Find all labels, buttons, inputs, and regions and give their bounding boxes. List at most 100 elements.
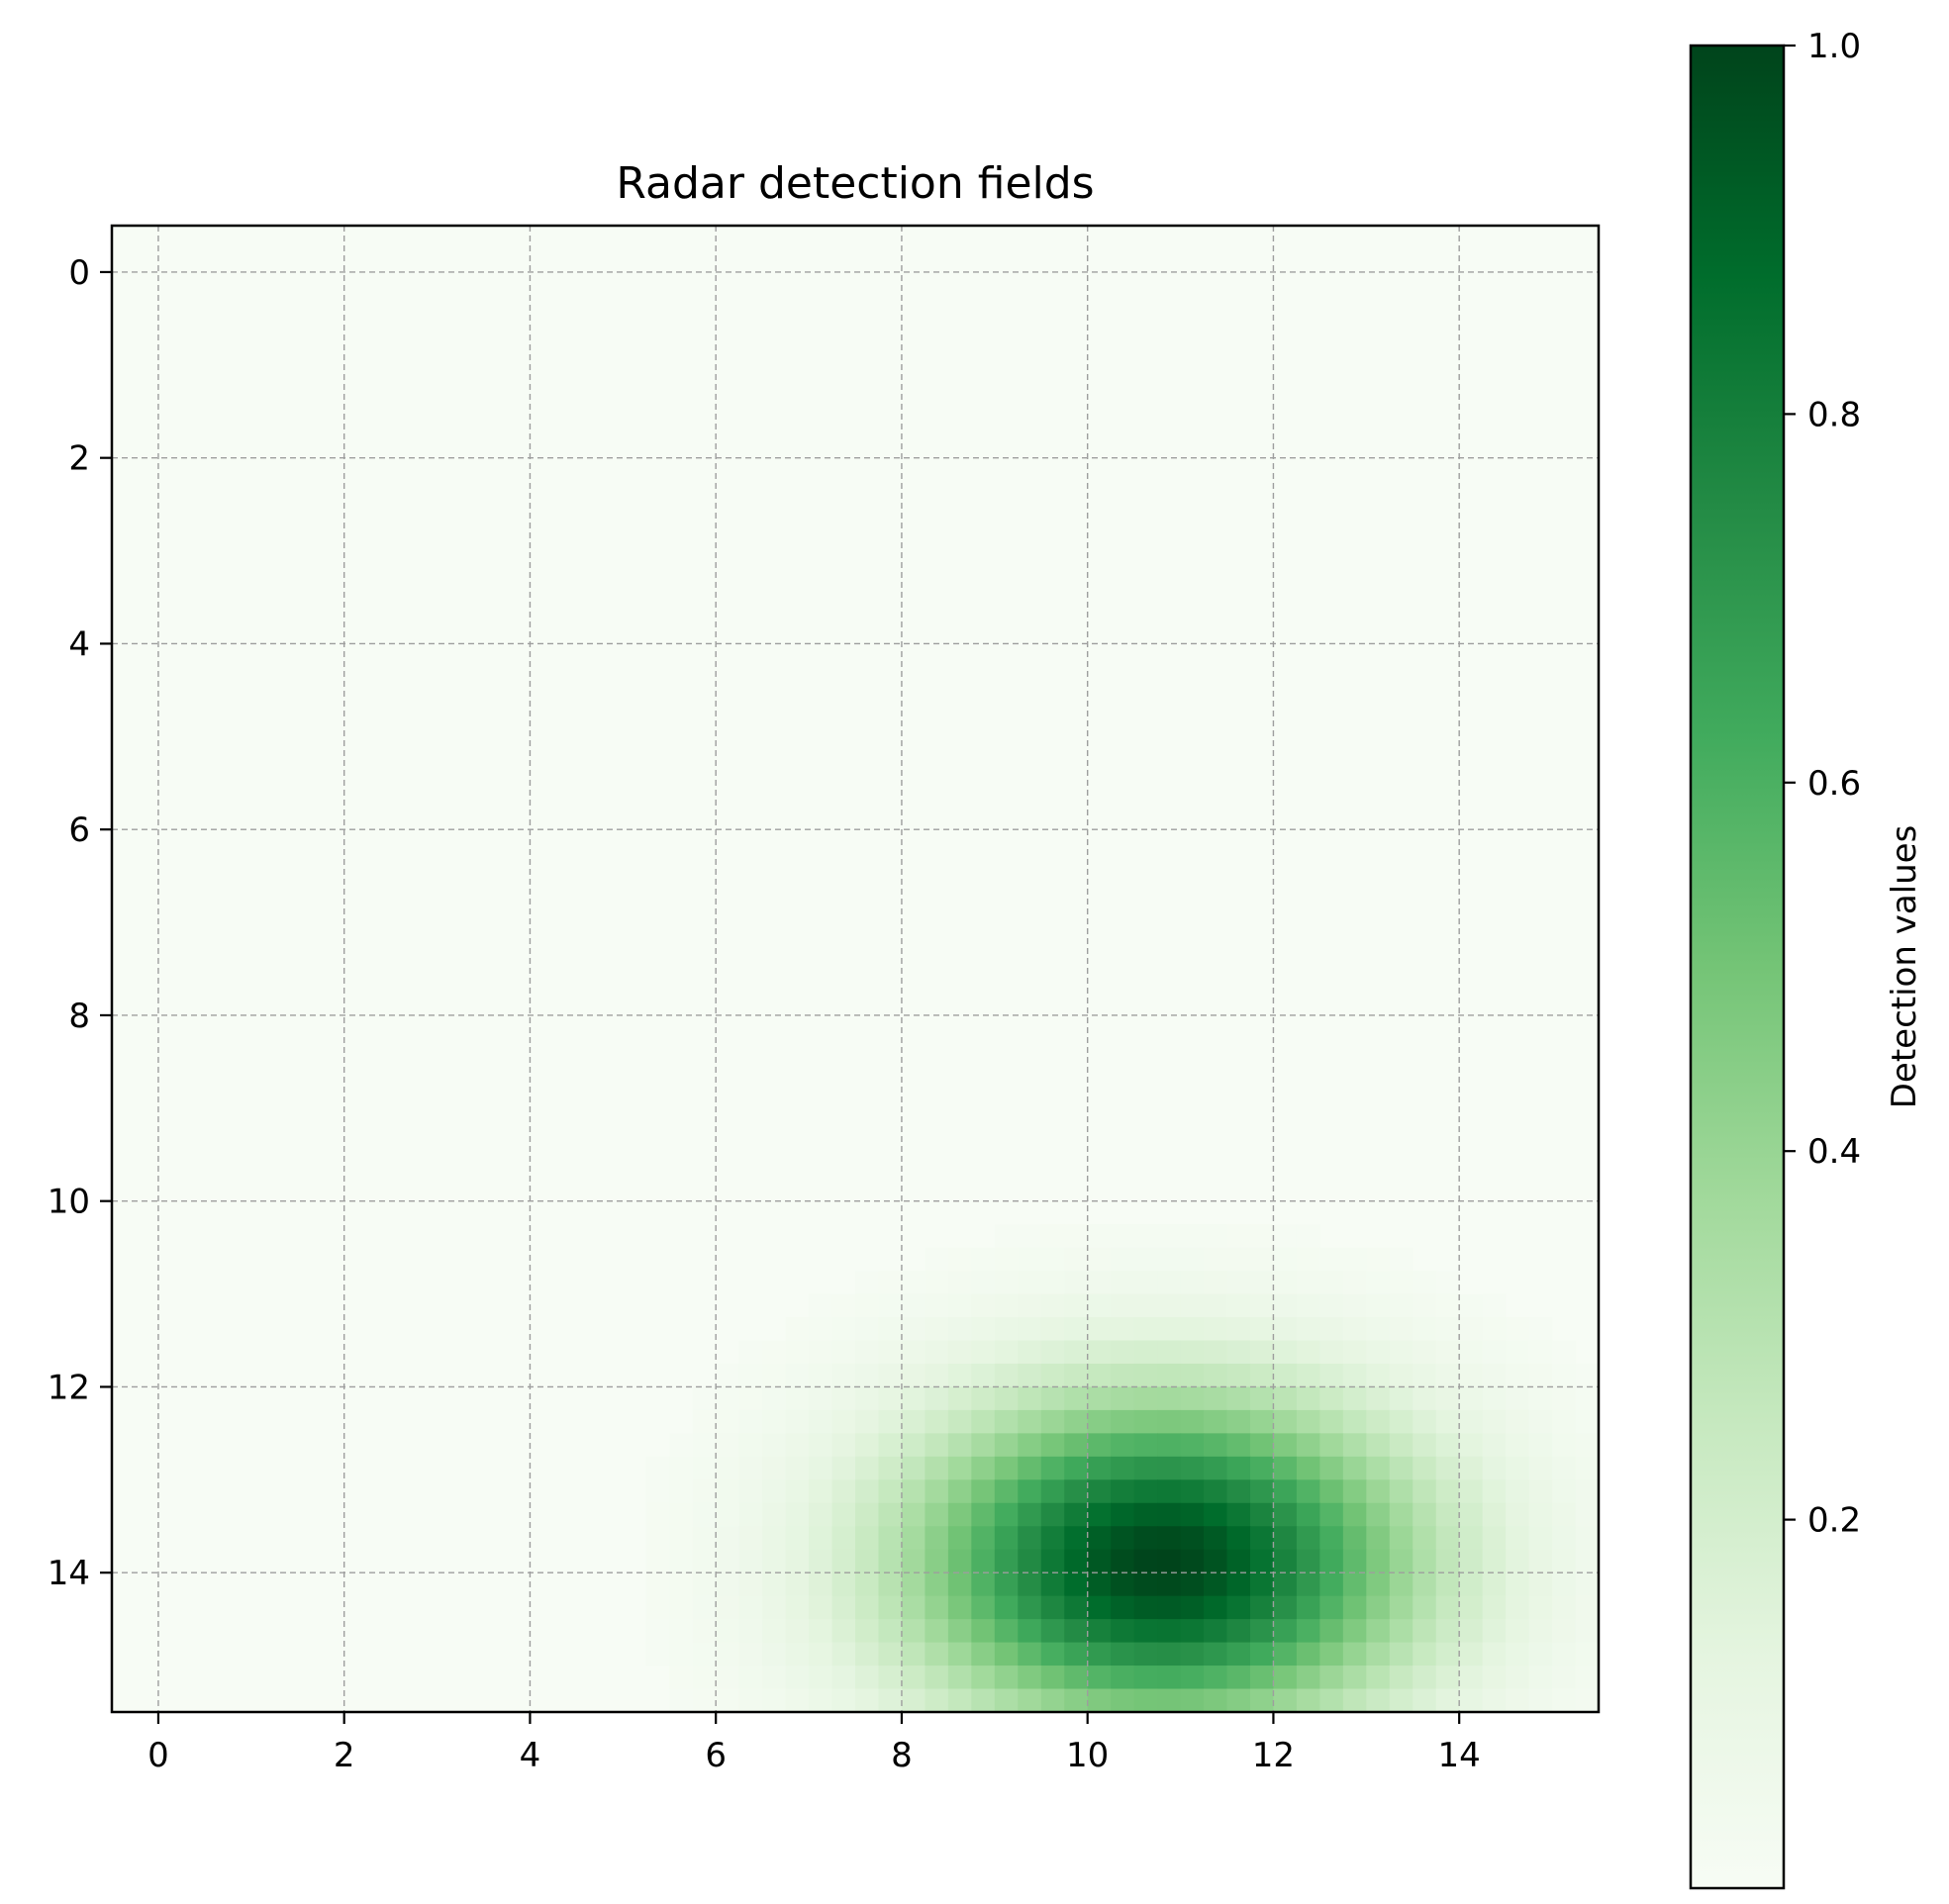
heatmap-cell: [1296, 1456, 1320, 1480]
heatmap-cell: [645, 1619, 670, 1644]
heatmap-cell: [971, 1271, 996, 1295]
heatmap-cell: [669, 1619, 694, 1644]
heatmap-cell: [1435, 1317, 1460, 1342]
heatmap-cell: [1064, 1363, 1089, 1388]
heatmap-cell: [1342, 1317, 1367, 1342]
heatmap-cell: [1435, 1595, 1460, 1620]
heatmap-cell: [1064, 1642, 1089, 1666]
heatmap-cell: [1133, 1642, 1158, 1666]
heatmap-cell: [994, 1479, 1019, 1504]
heatmap-cell: [855, 1619, 880, 1644]
heatmap-cell: [1366, 1549, 1391, 1573]
heatmap-cell: [971, 1502, 996, 1527]
heatmap-cell: [947, 1409, 972, 1434]
heatmap-cell: [1249, 1247, 1275, 1272]
heatmap-cell: [901, 1293, 926, 1318]
heatmap-cell: [809, 1456, 833, 1480]
heatmap-cell: [901, 1271, 926, 1295]
heatmap-cell: [901, 1619, 926, 1644]
heatmap-cell: [1157, 1363, 1182, 1388]
heatmap-cell: [716, 1595, 740, 1620]
heatmap-cell: [785, 1340, 810, 1365]
heatmap-cell: [878, 1502, 903, 1527]
heatmap-cell: [1273, 1363, 1298, 1388]
heatmap-cell: [1133, 1549, 1158, 1573]
heatmap-cell: [1319, 1666, 1344, 1690]
heatmap-cell: [692, 1572, 717, 1597]
heatmap-cell: [1528, 1688, 1553, 1712]
heatmap-cell: [1133, 1688, 1158, 1712]
heatmap-cell: [1157, 1688, 1182, 1712]
heatmap-cell: [1435, 1666, 1460, 1690]
heatmap-cell: [1552, 1572, 1577, 1597]
heatmap-cell: [1064, 1619, 1089, 1644]
heatmap-cell: [669, 1526, 694, 1551]
heatmap-cell: [716, 1666, 740, 1690]
heatmap-cell: [947, 1549, 972, 1573]
heatmap-cell: [831, 1642, 856, 1666]
heatmap-cell: [1040, 1293, 1065, 1318]
heatmap-cell: [1459, 1502, 1484, 1527]
heatmap-cell: [716, 1409, 740, 1434]
heatmap-cell: [878, 1549, 903, 1573]
colorbar-gradient: [1691, 46, 1784, 1888]
heatmap-cell: [809, 1409, 833, 1434]
heatmap-cell: [1528, 1386, 1553, 1411]
heatmap-cell: [1528, 1666, 1553, 1690]
heatmap-cell: [1389, 1642, 1413, 1666]
heatmap-cell: [1018, 1549, 1042, 1573]
heatmap-cell: [1552, 1642, 1577, 1666]
heatmap-cell: [1528, 1572, 1553, 1597]
heatmap-cell: [1319, 1433, 1344, 1458]
heatmap-cell: [1273, 1433, 1298, 1458]
heatmap-cell: [1552, 1549, 1577, 1573]
heatmap-cell: [1482, 1572, 1507, 1597]
heatmap-cell: [1273, 1595, 1298, 1620]
x-tick-label: 0: [147, 1736, 169, 1775]
heatmap-cell: [1413, 1549, 1437, 1573]
heatmap-cell: [1482, 1433, 1507, 1458]
heatmap-cell: [1087, 1456, 1112, 1480]
heatmap-cell: [1389, 1409, 1413, 1434]
heatmap-cell: [1180, 1666, 1205, 1690]
heatmap-cell: [1319, 1572, 1344, 1597]
heatmap-cell: [994, 1642, 1019, 1666]
heatmap-cell: [692, 1386, 717, 1411]
heatmap-cell: [855, 1433, 880, 1458]
heatmap-cell: [692, 1479, 717, 1504]
heatmap-cell: [947, 1340, 972, 1365]
heatmap-cell: [1133, 1271, 1158, 1295]
heatmap-cell: [1575, 1479, 1599, 1504]
heatmap-cell: [1366, 1526, 1391, 1551]
heatmap-cell: [1018, 1688, 1042, 1712]
heatmap-cell: [1389, 1526, 1413, 1551]
heatmap-cell: [971, 1688, 996, 1712]
heatmap-cell: [1249, 1479, 1275, 1504]
heatmap-cell: [1249, 1502, 1275, 1527]
heatmap-cell: [925, 1409, 949, 1434]
heatmap-cell: [1296, 1386, 1320, 1411]
heatmap-cell: [1040, 1317, 1065, 1342]
heatmap-cell: [1366, 1271, 1391, 1295]
heatmap-cell: [878, 1526, 903, 1551]
heatmap-cell: [1226, 1433, 1251, 1458]
heatmap-cell: [1389, 1247, 1413, 1272]
heatmap-cell: [1482, 1317, 1507, 1342]
heatmap-cell: [925, 1363, 949, 1388]
heatmap-cell: [1133, 1433, 1158, 1458]
heatmap-cell: [925, 1247, 949, 1272]
heatmap-cell: [971, 1642, 996, 1666]
heatmap-cell: [1413, 1317, 1437, 1342]
heatmap-cell: [1342, 1526, 1367, 1551]
heatmap-cell: [994, 1666, 1019, 1690]
heatmap-cell: [1319, 1526, 1344, 1551]
heatmap-cell: [669, 1688, 694, 1712]
heatmap-cell: [1435, 1479, 1460, 1504]
heatmap-cell: [1157, 1271, 1182, 1295]
heatmap-cell: [1528, 1409, 1553, 1434]
heatmap-cell: [1366, 1363, 1391, 1388]
heatmap-cell: [855, 1572, 880, 1597]
heatmap-cell: [692, 1433, 717, 1458]
y-axis: 0 2 4 6 8 10 12 14: [48, 253, 112, 1593]
